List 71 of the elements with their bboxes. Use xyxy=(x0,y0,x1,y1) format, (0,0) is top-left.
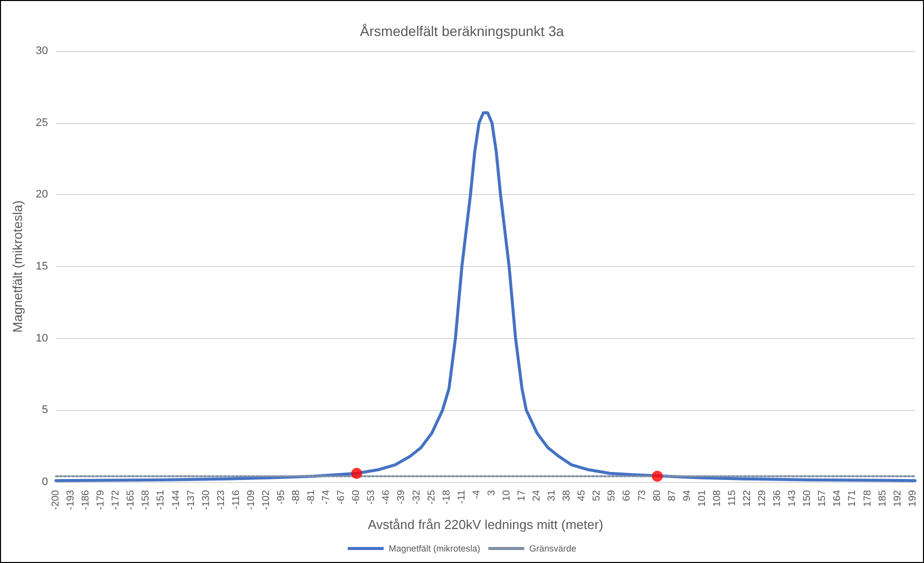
x-tick-label: -88 xyxy=(291,490,302,504)
x-axis-title: Avstånd från 220kV lednings mitt (meter) xyxy=(368,517,604,532)
x-tick-label: 38 xyxy=(562,490,573,502)
y-tick-label: 25 xyxy=(36,116,48,129)
x-tick-label: -18 xyxy=(441,490,452,504)
x-tick-label: -39 xyxy=(396,490,408,504)
x-tick-label: -144 xyxy=(170,490,182,510)
x-tick-label: 192 xyxy=(892,490,904,507)
x-tick-label: 157 xyxy=(817,490,828,507)
y-tick-label: 30 xyxy=(36,45,48,57)
x-tick-label: -60 xyxy=(351,490,362,504)
y-tick-label: 0 xyxy=(42,476,48,488)
x-tick-label: 171 xyxy=(847,490,858,507)
x-tick-label: -109 xyxy=(246,490,257,510)
x-tick-label: 108 xyxy=(712,490,723,507)
y-tick-label: 15 xyxy=(36,260,48,272)
x-tick-label: 185 xyxy=(877,490,888,507)
x-tick-label: -74 xyxy=(321,490,332,504)
x-tick-label: -165 xyxy=(126,490,137,510)
x-tick-label: -95 xyxy=(276,490,287,504)
x-tick-label: 59 xyxy=(606,490,618,502)
y-tick-label: 10 xyxy=(36,332,48,344)
x-tick-label: 164 xyxy=(832,490,844,507)
y-tick-label: 20 xyxy=(36,188,48,201)
y-axis-title: Magnetfält (mikrotesla) xyxy=(10,200,25,333)
x-tick-label: 129 xyxy=(757,490,768,507)
x-tick-label: 52 xyxy=(592,490,603,502)
chart-title: Årsmedelfält beräkningspunkt 3a xyxy=(360,23,564,39)
x-tick-label: -179 xyxy=(96,490,107,510)
x-tick-label: -102 xyxy=(260,490,272,510)
y-tick-label: 5 xyxy=(42,404,48,416)
x-tick-label: -137 xyxy=(186,490,197,510)
x-tick-label: -193 xyxy=(66,490,77,510)
x-tick-label: -11 xyxy=(456,490,468,504)
x-tick-label: 31 xyxy=(546,490,558,502)
x-tick-label: 17 xyxy=(516,490,528,502)
x-tick-label: 3 xyxy=(486,490,498,496)
x-tick-label: 136 xyxy=(772,490,784,507)
x-tick-label: 94 xyxy=(682,490,693,502)
x-tick-label: 45 xyxy=(576,490,588,502)
x-tick-label: -4 xyxy=(471,490,482,499)
x-tick-label: -32 xyxy=(411,490,422,504)
legend-label: Magnetfält (mikrotesla) xyxy=(388,544,480,554)
x-tick-label: -186 xyxy=(80,490,92,510)
x-tick-label: 122 xyxy=(742,490,753,507)
x-tick-label: -81 xyxy=(306,490,318,504)
x-tick-label: 115 xyxy=(726,490,738,506)
x-tick-label: 87 xyxy=(666,490,678,502)
x-tick-label: 199 xyxy=(907,490,918,507)
x-tick-label: 24 xyxy=(532,490,543,502)
x-tick-label: 80 xyxy=(652,490,663,502)
x-tick-label: 143 xyxy=(787,490,798,507)
x-tick-label: 178 xyxy=(862,490,874,507)
x-tick-label: -172 xyxy=(110,490,122,510)
x-tick-label: 10 xyxy=(501,490,512,502)
line-series xyxy=(54,111,916,482)
x-tick-label: 73 xyxy=(636,490,648,502)
x-tick-label: -116 xyxy=(230,490,242,510)
x-tick-label: -200 xyxy=(50,490,62,510)
x-tick-label: -67 xyxy=(336,490,348,504)
x-tick-label: -151 xyxy=(156,490,167,510)
x-tick-label: 150 xyxy=(802,490,814,507)
x-tick-label: -158 xyxy=(140,490,152,510)
x-tick-label: -53 xyxy=(366,490,378,504)
x-tick-label: -123 xyxy=(216,490,227,510)
x-tick-label: -25 xyxy=(426,490,438,504)
x-tick-label: -130 xyxy=(200,490,212,510)
x-tick-label: 101 xyxy=(696,490,708,507)
legend-label: Gränsvärde xyxy=(529,544,576,554)
x-tick-label: 66 xyxy=(622,490,633,502)
x-tick-label: -46 xyxy=(381,490,392,504)
